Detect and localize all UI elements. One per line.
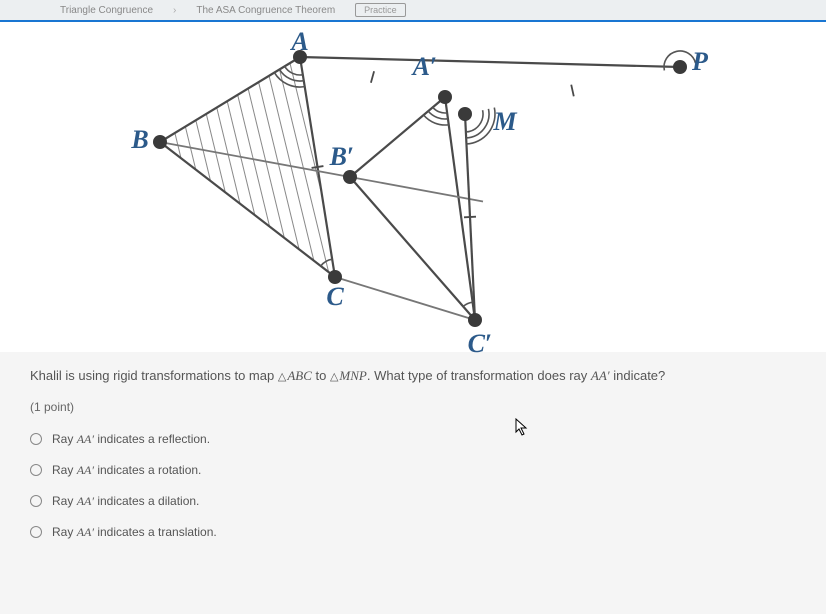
radio-icon[interactable] (30, 433, 42, 445)
triangle-icon (278, 368, 287, 383)
point-label-P: P (692, 47, 708, 77)
option-4[interactable]: Ray AA′ indicates a translation. (30, 525, 796, 540)
point-label-Cp: C′ (468, 329, 493, 359)
breadcrumb-item-1[interactable]: Triangle Congruence (60, 5, 153, 16)
point-label-M: M (493, 107, 516, 137)
point-label-Ap: A′ (413, 52, 438, 82)
option-text: Ray AA′ indicates a reflection. (52, 432, 210, 447)
breadcrumb-sep: › (173, 5, 176, 16)
point-label-B: B (131, 125, 148, 155)
option-3[interactable]: Ray AA′ indicates a dilation. (30, 494, 796, 509)
q-ray: AA′ (591, 368, 610, 383)
points-label: (1 point) (30, 400, 796, 414)
q-tri2: MNP (339, 368, 366, 383)
option-2[interactable]: Ray AA′ indicates a rotation. (30, 463, 796, 478)
q-prefix: Khalil is using rigid transformations to… (30, 368, 278, 383)
q-end: indicate? (610, 368, 666, 383)
mouse-cursor-icon (515, 418, 529, 439)
option-text: Ray AA′ indicates a translation. (52, 525, 217, 540)
question-text: Khalil is using rigid transformations to… (30, 366, 796, 386)
breadcrumb-item-2[interactable]: The ASA Congruence Theorem (196, 5, 335, 16)
radio-icon[interactable] (30, 495, 42, 507)
point-label-Bp: B′ (330, 142, 355, 172)
geometry-diagram: ABCA′B′C′MP (0, 22, 826, 352)
q-suffix: . What type of transformation does ray (367, 368, 591, 383)
q-mid: to (312, 368, 330, 383)
question-area: Khalil is using rigid transformations to… (0, 352, 826, 570)
triangle-icon (330, 368, 339, 383)
radio-icon[interactable] (30, 464, 42, 476)
option-text: Ray AA′ indicates a dilation. (52, 494, 199, 509)
point-label-C: C (326, 282, 343, 312)
point-label-A: A (291, 27, 308, 57)
option-1[interactable]: Ray AA′ indicates a reflection. (30, 432, 796, 447)
option-text: Ray AA′ indicates a rotation. (52, 463, 201, 478)
radio-icon[interactable] (30, 526, 42, 538)
q-tri1: ABC (287, 368, 312, 383)
breadcrumb-box[interactable]: Practice (355, 3, 406, 17)
breadcrumb: Triangle Congruence › The ASA Congruence… (0, 0, 826, 22)
